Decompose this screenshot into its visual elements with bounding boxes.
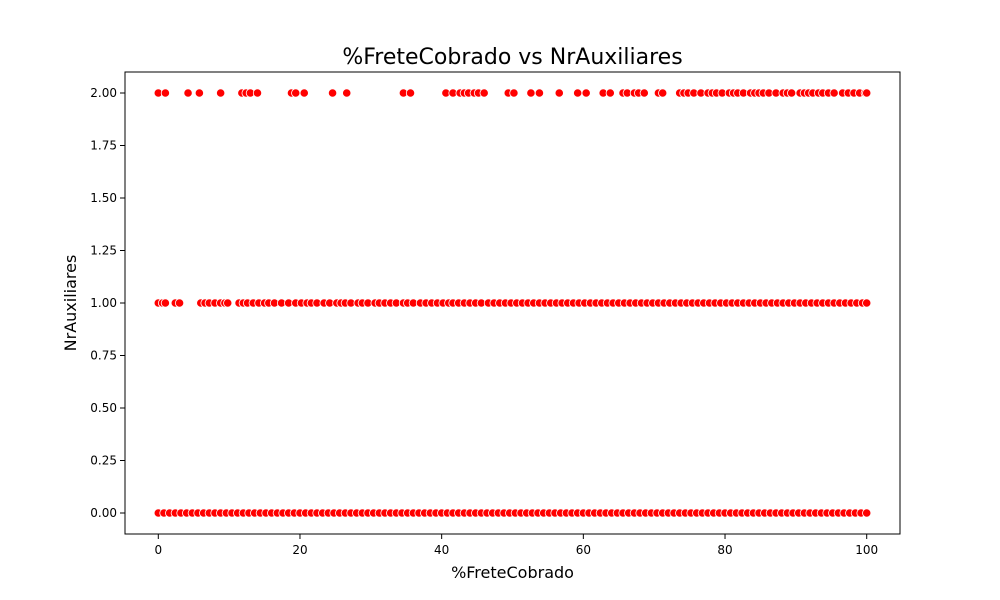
y-tick-label: 0.75: [90, 349, 117, 363]
x-tick-label: 0: [154, 543, 162, 557]
data-point: [526, 88, 536, 98]
y-tick-label: 1.75: [90, 139, 117, 153]
data-point: [829, 88, 839, 98]
y-axis-title: NrAuxiliares: [61, 255, 80, 352]
x-tick-label: 80: [717, 543, 732, 557]
x-tick-label: 60: [576, 543, 591, 557]
chart-title: %FreteCobrado vs NrAuxiliares: [342, 45, 682, 70]
data-point: [639, 88, 649, 98]
data-point: [862, 88, 872, 98]
data-point: [658, 88, 668, 98]
data-point: [252, 88, 263, 98]
data-point: [216, 88, 226, 98]
data-point: [160, 88, 170, 98]
x-tick-label: 40: [434, 543, 449, 557]
x-tick-label: 100: [855, 543, 878, 557]
data-point: [223, 298, 233, 308]
y-tick-label: 1.25: [90, 244, 117, 258]
data-point: [509, 88, 519, 98]
x-tick-label: 20: [292, 543, 307, 557]
y-tick-label: 0.00: [90, 506, 117, 520]
data-point: [183, 88, 193, 98]
data-point: [862, 298, 872, 308]
y-tick-label: 0.50: [90, 401, 117, 415]
data-point: [581, 88, 591, 98]
x-axis-title: %FreteCobrado: [451, 563, 574, 582]
data-point: [862, 508, 872, 518]
data-point: [342, 88, 352, 98]
data-point: [194, 88, 204, 98]
data-point: [160, 298, 170, 308]
data-point: [327, 88, 338, 98]
data-point: [534, 88, 545, 98]
data-point: [573, 88, 583, 98]
data-point: [787, 88, 797, 98]
x-axis-ticks: 0 20 40 60 80 100: [154, 534, 878, 557]
data-point: [554, 88, 564, 98]
data-point: [405, 88, 416, 98]
y-tick-label: 2.00: [90, 86, 117, 100]
data-point: [605, 88, 615, 98]
y-tick-label: 1.50: [90, 191, 117, 205]
data-point: [299, 88, 309, 98]
data-point: [174, 298, 185, 308]
points-layer: [153, 88, 872, 518]
data-point: [479, 88, 489, 98]
y-axis-ticks: 0.00 0.25 0.50 0.75 1.00 1.25 1.50 1.75 2.00: [90, 86, 125, 520]
data-point: [291, 88, 301, 98]
y-tick-label: 1.00: [90, 296, 117, 310]
y-tick-label: 0.25: [90, 454, 117, 468]
